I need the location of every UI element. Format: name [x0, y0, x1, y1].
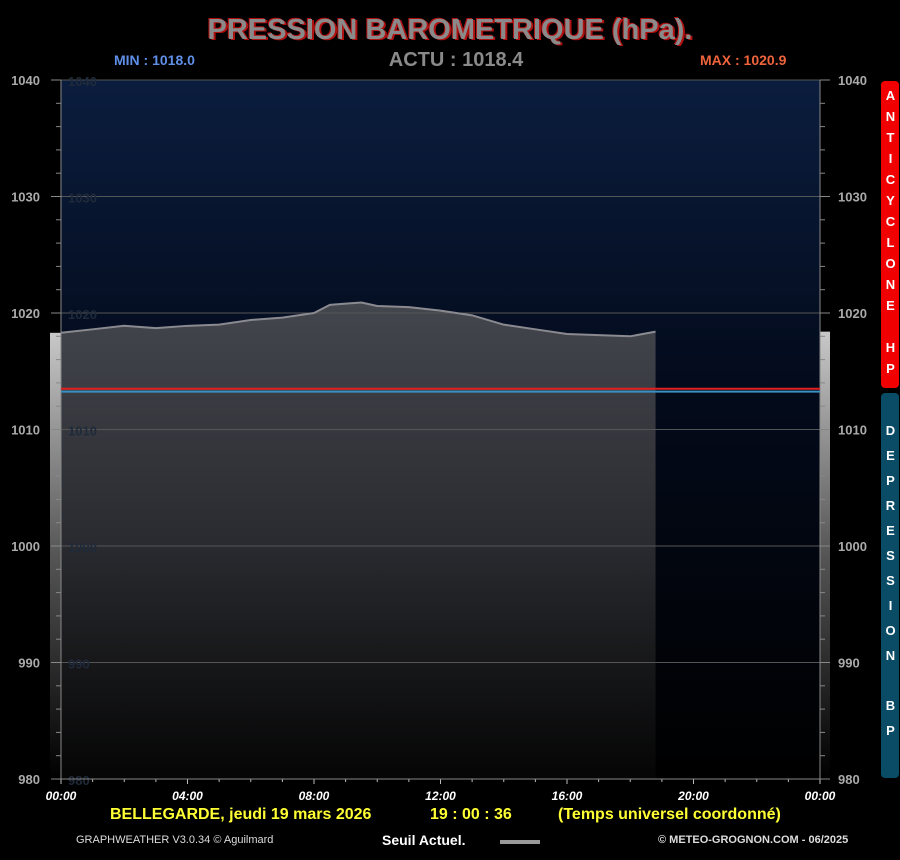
y-tick-label-left: 980: [18, 772, 40, 787]
legend-swatch: [500, 840, 540, 844]
y-ghost-label: 980: [68, 773, 90, 788]
y-tick-label-right: 980: [838, 772, 860, 787]
x-tick-label: 12:00: [425, 789, 456, 800]
x-tick-label: 16:00: [552, 789, 583, 800]
chart-title: PRESSION BAROMETRIQUE (hPa).: [207, 14, 693, 46]
left-level-bar: [50, 332, 61, 779]
timezone: (Temps universel coordonné): [558, 806, 781, 823]
x-tick-label: 00:00: [46, 789, 77, 800]
x-tick-label: 00:00: [805, 789, 836, 800]
y-ghost-label: 1000: [68, 540, 97, 555]
y-tick-label-left: 1000: [11, 539, 40, 554]
location-date: BELLEGARDE, jeudi 19 mars 2026: [110, 806, 372, 823]
right-level-bar: [820, 331, 830, 779]
y-tick-label-right: 1040: [838, 73, 867, 88]
pressure-chart: 980 980 980 990 990 990 1000 1000 1000 1010 1010 10…: [11, 73, 867, 800]
y-ghost-label: 1010: [68, 424, 97, 439]
y-ghost-label: 1040: [68, 74, 97, 89]
y-tick-label-left: 1030: [11, 190, 40, 205]
y-tick-label-right: 1000: [838, 539, 867, 554]
y-ghost-label: 990: [68, 657, 90, 672]
y-ghost-label: 1020: [68, 307, 97, 322]
y-tick-label-right: 1020: [838, 306, 867, 321]
pressure-line: [60, 301, 656, 338]
anticyclone-label: ANTICYCLONE HP: [881, 81, 899, 388]
legend-label: Seuil Actuel.: [382, 832, 466, 848]
y-tick-label-right: 1010: [838, 423, 867, 438]
copyright: © METEO-GROGNON.COM - 06/2025: [658, 834, 849, 846]
y-tick-label-left: 1020: [11, 306, 40, 321]
min-value: MIN : 1018.0: [114, 52, 195, 68]
y-tick-label-left: 990: [18, 656, 40, 671]
anticyclone-text: ANTICYCLONE HP: [883, 87, 898, 382]
x-tick-label: 04:00: [172, 789, 203, 800]
time: 19 : 00 : 36: [430, 806, 512, 823]
pressure-area: [61, 302, 656, 779]
depression-label: DEPRESSION BP: [881, 393, 899, 778]
max-value: MAX : 1020.9: [700, 52, 787, 68]
current-value: ACTU : 1018.4: [388, 49, 524, 71]
y-ghost-label: 1030: [68, 191, 97, 206]
depression-text: DEPRESSION BP: [883, 423, 898, 748]
y-tick-label-left: 1040: [11, 73, 40, 88]
x-tick-label: 08:00: [299, 789, 330, 800]
version: GRAPHWEATHER V3.0.34 © Aguilmard: [76, 834, 274, 846]
x-tick-label: 20:00: [677, 789, 709, 800]
y-tick-label-right: 990: [838, 656, 860, 671]
y-tick-label-left: 1010: [11, 423, 40, 438]
y-tick-label-right: 1030: [838, 190, 867, 205]
